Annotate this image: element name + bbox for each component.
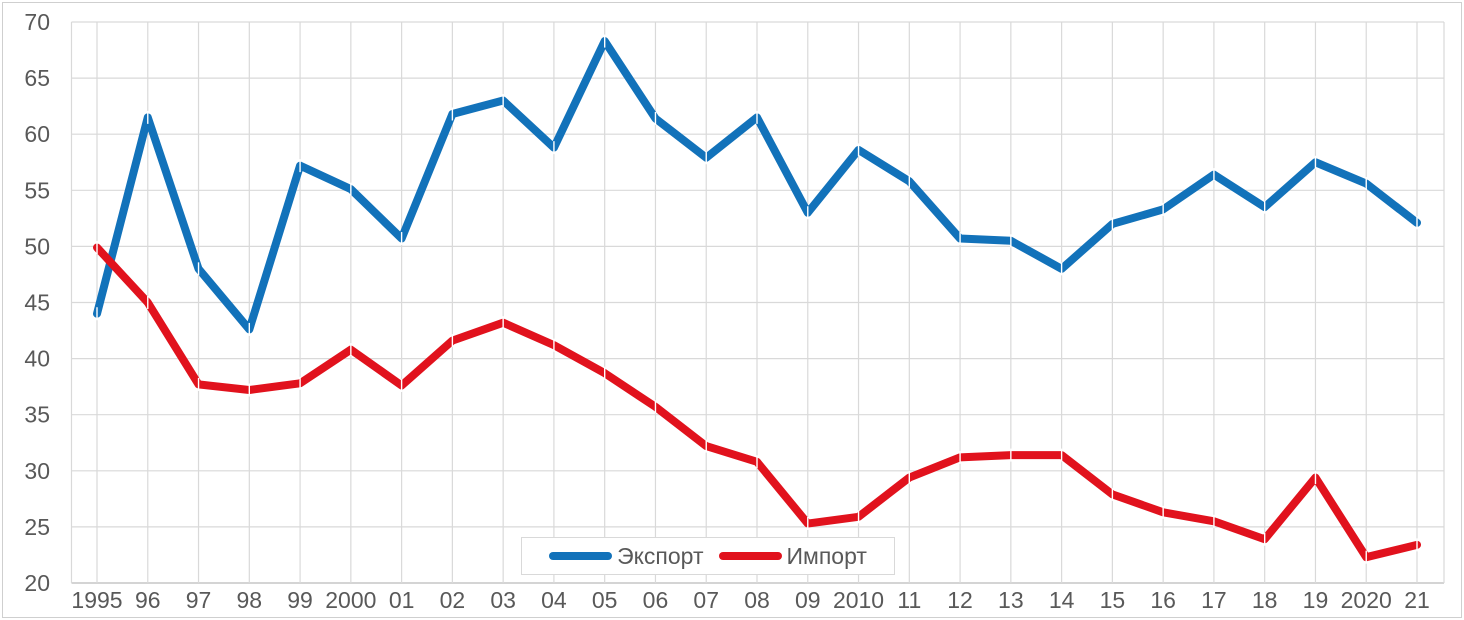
x-tick-label-01: 01 [389, 587, 415, 613]
y-tick-label-40: 40 [24, 346, 50, 372]
y-tick-label-20: 20 [24, 570, 50, 596]
x-tick-label-09: 09 [795, 587, 821, 613]
y-tick-label-35: 35 [24, 402, 50, 428]
legend-item-import: Импорт [718, 542, 867, 570]
legend: Экспорт Импорт [521, 537, 895, 575]
export-line-swatch [549, 552, 613, 560]
legend-item-export: Экспорт [549, 542, 704, 570]
x-tick-label-2010: 2010 [833, 587, 884, 613]
x-tick-label-18: 18 [1252, 587, 1278, 613]
legend-label-import: Импорт [786, 542, 867, 569]
x-tick-label-97: 97 [186, 587, 212, 613]
import-line-swatch [718, 552, 782, 560]
x-tick-label-06: 06 [643, 587, 669, 613]
x-tick-label-07: 07 [693, 587, 719, 613]
y-tick-label-60: 60 [24, 121, 50, 147]
y-tick-label-50: 50 [24, 233, 50, 259]
x-tick-label-96: 96 [135, 587, 161, 613]
x-tick-label-08: 08 [744, 587, 770, 613]
x-tick-label-21: 21 [1404, 587, 1430, 613]
legend-label-export: Экспорт [617, 542, 704, 569]
x-tick-label-13: 13 [998, 587, 1024, 613]
x-tick-label-2020: 2020 [1341, 587, 1392, 613]
x-tick-label-05: 05 [592, 587, 618, 613]
x-tick-label-14: 14 [1049, 587, 1075, 613]
x-tick-label-03: 03 [490, 587, 516, 613]
y-tick-label-30: 30 [24, 458, 50, 484]
x-tick-label-02: 02 [440, 587, 466, 613]
x-tick-label-17: 17 [1201, 587, 1227, 613]
x-tick-label-04: 04 [541, 587, 567, 613]
x-tick-label-12: 12 [947, 587, 973, 613]
x-tick-label-15: 15 [1100, 587, 1126, 613]
y-tick-label-45: 45 [24, 290, 50, 316]
y-tick-label-70: 70 [24, 9, 50, 35]
x-tick-label-16: 16 [1150, 587, 1176, 613]
x-tick-label-11: 11 [897, 587, 921, 613]
y-tick-label-25: 25 [24, 514, 50, 540]
x-tick-label-99: 99 [287, 587, 313, 613]
x-tick-label-98: 98 [237, 587, 263, 613]
x-tick-label-1995: 1995 [71, 587, 122, 613]
x-tick-label-2000: 2000 [325, 587, 376, 613]
x-tick-label-19: 19 [1303, 587, 1329, 613]
y-tick-label-65: 65 [24, 65, 50, 91]
y-tick-label-55: 55 [24, 177, 50, 203]
